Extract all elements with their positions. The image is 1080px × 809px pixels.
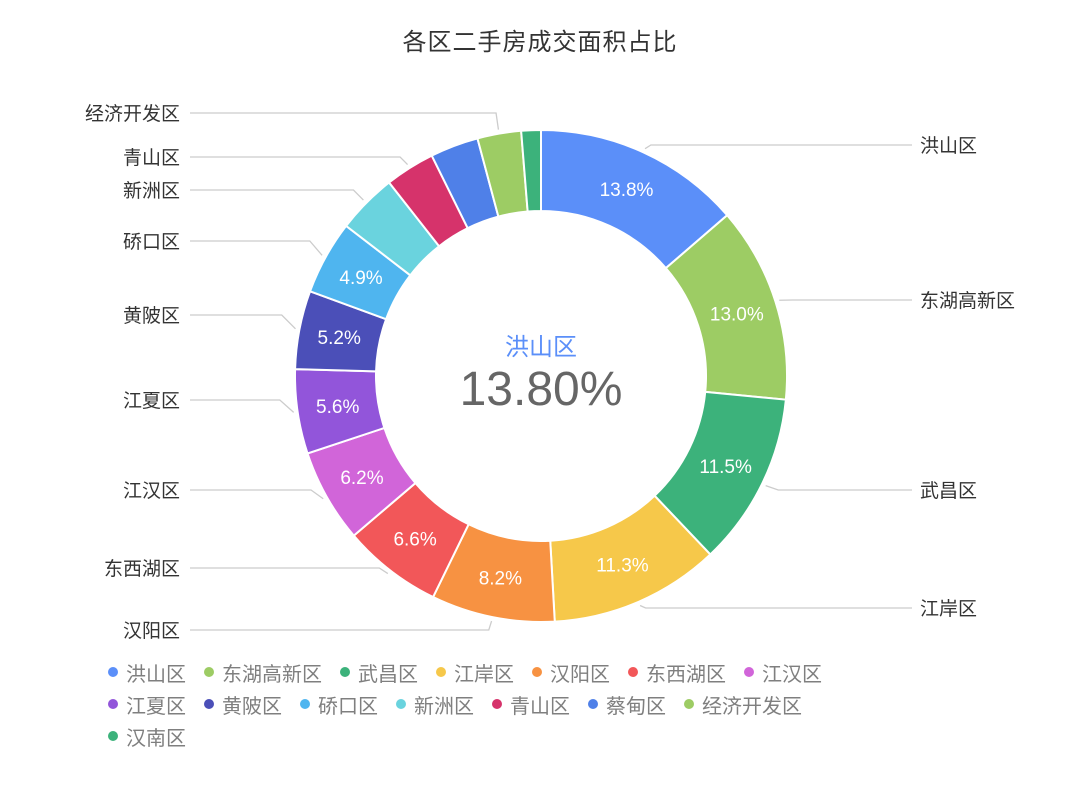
outer-label-江岸区: 江岸区 <box>920 598 977 620</box>
outer-label-江汉区: 江汉区 <box>123 480 180 502</box>
legend-label: 江岸区 <box>454 661 514 686</box>
legend-item-青山区[interactable]: 青山区 <box>492 690 570 719</box>
outer-label-武昌区: 武昌区 <box>920 480 977 502</box>
outer-label-东西湖区: 东西湖区 <box>104 558 180 580</box>
legend-label: 汉阳区 <box>550 661 610 686</box>
slices-group <box>294 128 788 623</box>
legend-item-硚口区[interactable]: 硚口区 <box>300 690 378 719</box>
outer-label-新洲区: 新洲区 <box>123 180 180 202</box>
percent-label: 4.9% <box>339 268 382 289</box>
legend-dot <box>340 667 350 677</box>
legend-item-江岸区[interactable]: 江岸区 <box>436 658 514 687</box>
legend-item-洪山区[interactable]: 洪山区 <box>108 658 186 687</box>
outer-label-洪山区: 洪山区 <box>920 135 977 157</box>
legend-dot <box>108 731 118 741</box>
legend-dot <box>436 667 446 677</box>
legend-label: 新洲区 <box>414 693 474 718</box>
legend-label: 洪山区 <box>126 661 186 686</box>
leader-line <box>190 240 323 256</box>
legend-label: 东湖高新区 <box>222 661 322 686</box>
outer-label-青山区: 青山区 <box>123 147 180 169</box>
legend-label: 黄陂区 <box>222 693 282 718</box>
legend-dot <box>300 699 310 709</box>
legend-label: 江夏区 <box>126 693 186 718</box>
legend-row: 汉南区 <box>108 720 1008 752</box>
leader-line <box>190 620 493 631</box>
percent-label: 11.5% <box>699 457 752 478</box>
legend-dot <box>684 699 694 709</box>
leader-line <box>639 604 912 609</box>
leader-line <box>190 112 500 130</box>
legend-item-汉南区[interactable]: 汉南区 <box>108 722 186 751</box>
leader-line <box>190 156 409 166</box>
legend-dot <box>204 667 214 677</box>
leader-line <box>190 567 389 575</box>
outer-label-硚口区: 硚口区 <box>123 231 180 253</box>
outer-label-汉阳区: 汉阳区 <box>123 620 180 642</box>
legend-dot <box>744 667 754 677</box>
legend-item-武昌区[interactable]: 武昌区 <box>340 658 418 687</box>
percent-label: 8.2% <box>479 568 522 589</box>
legend-item-汉阳区[interactable]: 汉阳区 <box>532 658 610 687</box>
legend-item-黄陂区[interactable]: 黄陂区 <box>204 690 282 719</box>
leader-line <box>190 314 296 330</box>
percent-label: 13.0% <box>710 305 764 326</box>
legend-dot <box>628 667 638 677</box>
outer-label-黄陂区: 黄陂区 <box>123 305 180 327</box>
legend-label: 江汉区 <box>762 661 822 686</box>
legend-label: 武昌区 <box>358 661 418 686</box>
legend-item-经济开发区[interactable]: 经济开发区 <box>684 690 802 719</box>
legend-item-江汉区[interactable]: 江汉区 <box>744 658 822 687</box>
percent-label: 6.2% <box>340 468 383 489</box>
outer-label-东湖高新区: 东湖高新区 <box>920 290 1015 312</box>
legend-dot <box>532 667 542 677</box>
legend-label: 经济开发区 <box>702 693 802 718</box>
percent-label: 5.2% <box>318 328 361 349</box>
outer-label-经济开发区: 经济开发区 <box>85 103 180 125</box>
percent-label: 11.3% <box>596 556 649 577</box>
legend-label: 汉南区 <box>126 725 186 750</box>
legend-dot <box>588 699 598 709</box>
legend-item-江夏区[interactable]: 江夏区 <box>108 690 186 719</box>
slice-汉南区[interactable] <box>520 128 542 213</box>
outer-label-江夏区: 江夏区 <box>123 390 180 412</box>
legend-row: 江夏区 黄陂区 硚口区 新洲区 青山区 蔡甸区 经济开发区 <box>108 688 1008 720</box>
legend-item-东湖高新区[interactable]: 东湖高新区 <box>204 658 322 687</box>
leader-lines-group: 洪山区东湖高新区武昌区江岸区汉阳区东西湖区江汉区江夏区黄陂区硚口区新洲区青山区经… <box>85 103 1015 642</box>
leader-line <box>765 485 912 491</box>
percent-label: 13.8% <box>600 180 654 201</box>
percent-label: 6.6% <box>393 529 436 550</box>
leader-line <box>190 489 324 500</box>
legend-label: 硚口区 <box>318 693 378 718</box>
leader-line <box>190 189 364 201</box>
center-percent-value: 13.80% <box>460 363 623 416</box>
center-region-label: 洪山区 <box>505 333 577 361</box>
legend-item-东西湖区[interactable]: 东西湖区 <box>628 658 726 687</box>
legend-item-新洲区[interactable]: 新洲区 <box>396 690 474 719</box>
chart-title: 各区二手房成交面积占比 <box>402 28 678 56</box>
legend-row: 洪山区 东湖高新区 武昌区 江岸区 汉阳区 东西湖区 江汉区 <box>108 656 1008 688</box>
leader-line <box>644 144 912 150</box>
legend-dot <box>108 699 118 709</box>
percent-labels-group: 13.8% 13.0% 11.5% 11.3% 8.2% 6.6% 6.2% 5.6% 5.2%… <box>316 180 764 589</box>
legend: 洪山区 东湖高新区 武昌区 江岸区 汉阳区 东西湖区 江汉区江夏区 黄陂区 硚口区 新洲区 青山区 蔡… <box>108 656 1008 752</box>
leader-line <box>190 399 295 413</box>
legend-dot <box>492 699 502 709</box>
legend-label: 青山区 <box>510 693 570 718</box>
percent-label: 5.6% <box>316 397 359 418</box>
legend-label: 东西湖区 <box>646 661 726 686</box>
legend-dot <box>204 699 214 709</box>
legend-dot <box>108 667 118 677</box>
legend-label: 蔡甸区 <box>606 693 666 718</box>
legend-item-蔡甸区[interactable]: 蔡甸区 <box>588 690 666 719</box>
legend-dot <box>396 699 406 709</box>
